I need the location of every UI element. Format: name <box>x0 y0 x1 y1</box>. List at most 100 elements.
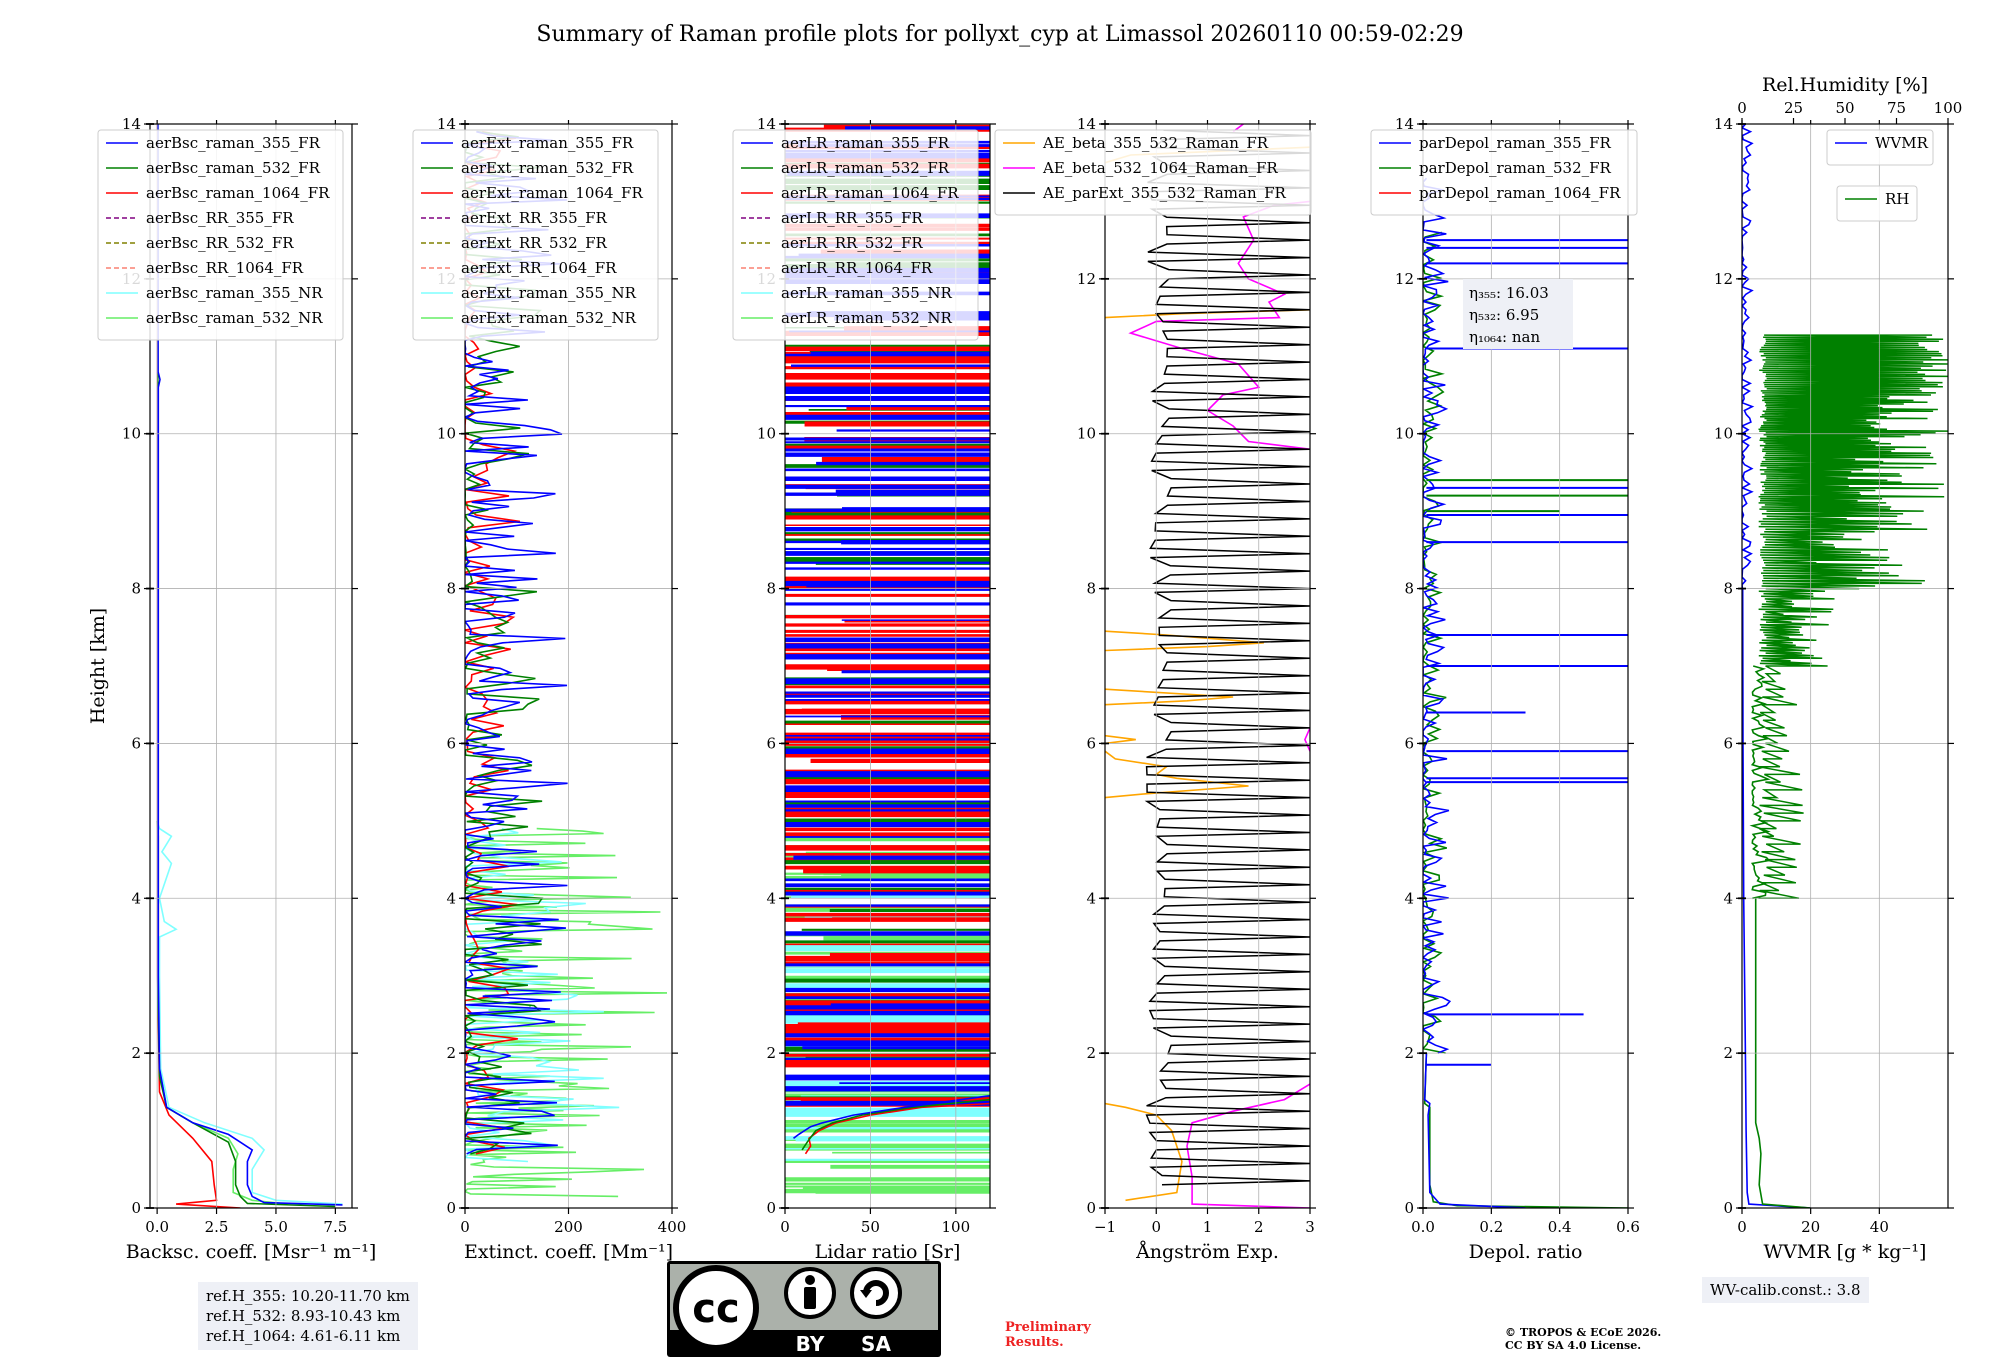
ytick-label: 8 <box>1086 580 1096 598</box>
ytick-label: 6 <box>1404 734 1414 752</box>
series-RH_low <box>1754 898 1811 1208</box>
legend-label: aerLR_raman_355_NR <box>781 284 952 302</box>
series-AE_beta_532_1064_Raman_FR <box>1186 1083 1310 1208</box>
x2tick-label: 0 <box>1737 99 1747 117</box>
xtick-label: 0 <box>780 1218 790 1236</box>
series-AE_beta_355_532_Raman_FR_mid2 <box>1105 734 1136 745</box>
ytick-label: 4 <box>1086 889 1096 907</box>
series-parDepol_raman_355_FR_base <box>1423 1053 1526 1208</box>
depol-annotation-box <box>1463 279 1573 349</box>
x2label: Rel.Humidity [%] <box>1762 74 1928 96</box>
ytick-label: 0 <box>766 1199 776 1217</box>
legend-label: aerLR_RR_355_FR <box>781 209 923 227</box>
legend-label: aerExt_RR_355_FR <box>461 209 608 227</box>
ytick-label: 2 <box>766 1044 776 1062</box>
sa-label: SA <box>861 1332 891 1356</box>
figure-title: Summary of Raman profile plots for polly… <box>536 22 1464 47</box>
xtick-label: 7.5 <box>323 1218 347 1236</box>
xlabel-ext: Extinct. coeff. [Mm⁻¹] <box>464 1241 673 1263</box>
copyright-note: © TROPOS & ECoE 2026. CC BY SA 4.0 Licen… <box>1505 1326 1661 1352</box>
ytick-label: 14 <box>1395 115 1414 133</box>
series-parDepol_raman_532_FR <box>1423 231 1448 1054</box>
legend-label: AE_beta_532_1064_Raman_FR <box>1042 159 1278 177</box>
ytick-label: 0 <box>1086 1199 1096 1217</box>
ytick-label: 4 <box>446 889 456 907</box>
xtick-label: 0.0 <box>1411 1218 1435 1236</box>
x2tick-label: 100 <box>1934 99 1963 117</box>
ytick-label: 14 <box>437 115 456 133</box>
legend-label: aerLR_raman_355_FR <box>781 134 950 152</box>
xtick-label: 0.4 <box>1548 1218 1572 1236</box>
xlabel-lr: Lidar ratio [Sr] <box>815 1241 961 1263</box>
xtick-label: 400 <box>658 1218 687 1236</box>
legend-label: parDepol_raman_532_FR <box>1419 159 1612 177</box>
panel-depol: 0 2 4 6 8 10 12 14 0.0 0.2 0.4 0.6 Depol. ratio parDe… <box>1370 115 1640 1263</box>
series-aerBsc_raman_532_NR <box>156 820 288 1205</box>
xtick-label: 0 <box>1737 1218 1747 1236</box>
legend-label: aerBsc_RR_532_FR <box>146 234 294 252</box>
xtick-label: 50 <box>861 1218 880 1236</box>
data-depol <box>1423 177 1628 1208</box>
legend-label: aerBsc_raman_355_NR <box>146 284 323 302</box>
ytick-label: 12 <box>1077 270 1096 288</box>
legend-ext <box>412 129 659 341</box>
legend-label: aerBsc_raman_1064_FR <box>146 184 330 202</box>
ref-355: ref.H_355: 10.20-11.70 km <box>206 1287 410 1305</box>
xtick-label: 3 <box>1305 1218 1315 1236</box>
legend-label: aerExt_RR_532_FR <box>461 234 608 252</box>
sa-arrow-head <box>860 1290 872 1298</box>
legend-lr <box>732 129 979 341</box>
ytick-label: 8 <box>131 580 141 598</box>
ytick-label: 8 <box>766 580 776 598</box>
reference-height-box: ref.H_355: 10.20-11.70 km ref.H_532: 8.9… <box>198 1282 418 1350</box>
xtick-label: 200 <box>554 1218 583 1236</box>
xtick-label: 20 <box>1801 1218 1820 1236</box>
xtick-label: 2.5 <box>205 1218 229 1236</box>
copyright-line-2: CC BY SA 4.0 License. <box>1505 1339 1642 1352</box>
xtick-label: 0 <box>460 1218 470 1236</box>
xtick-label: 0.6 <box>1616 1218 1640 1236</box>
ytick-label: 2 <box>1086 1044 1096 1062</box>
legend-label: WVMR <box>1875 134 1929 152</box>
ytick-label: 2 <box>446 1044 456 1062</box>
ytick-label: 14 <box>1714 115 1733 133</box>
ytick-label: 6 <box>766 734 776 752</box>
ytick-label: 0 <box>131 1199 141 1217</box>
ytick-label: 6 <box>131 734 141 752</box>
ytick-label: 6 <box>1086 734 1096 752</box>
legend-label: aerLR_raman_532_FR <box>781 159 950 177</box>
legend-label: AE_parExt_355_532_Raman_FR <box>1042 184 1287 202</box>
legend-label: AE_beta_355_532_Raman_FR <box>1042 134 1269 152</box>
ytick-label: 10 <box>1714 425 1733 443</box>
sa-share-icon <box>850 1267 902 1319</box>
ytick-label: 0 <box>446 1199 456 1217</box>
series-aerLR_raman_532_FR_low <box>801 1098 990 1151</box>
cc-text: cc <box>692 1286 739 1332</box>
series-RH <box>1758 334 1948 900</box>
panel-ext: 024681012140200400Extinct. coeff. [Mm⁻¹]… <box>412 115 687 1263</box>
ytick-label: 10 <box>437 425 456 443</box>
wv-calib-box: WV-calib.const.: 3.8 <box>1702 1277 1869 1303</box>
legend-wvmr <box>1826 129 1934 166</box>
by-person-head <box>805 1275 815 1285</box>
legend-label: aerExt_raman_532_FR <box>461 159 634 177</box>
xtick-label: −1 <box>1094 1218 1116 1236</box>
x2tick-label: 75 <box>1887 99 1906 117</box>
ytick-label: 6 <box>446 734 456 752</box>
legend-label: aerExt_raman_532_NR <box>461 309 637 327</box>
series-AE_beta_355_532_Raman_FR <box>1105 1102 1183 1202</box>
ytick-label: 2 <box>1404 1044 1414 1062</box>
series-WVMR_low <box>1742 588 1811 1208</box>
legend-label: aerLR_RR_532_FR <box>781 234 923 252</box>
legend-label: aerLR_RR_1064_FR <box>781 259 933 277</box>
legend-label: parDepol_raman_355_FR <box>1419 134 1612 152</box>
xlabel-bsc: Backsc. coeff. [Msr⁻¹ m⁻¹] <box>126 1241 377 1263</box>
preliminary-note: Preliminary Results. <box>1005 1320 1091 1350</box>
ytick-label: 10 <box>1395 425 1414 443</box>
legend-label: aerExt_raman_355_NR <box>461 284 637 302</box>
ytick-label: 2 <box>1723 1044 1733 1062</box>
ytick-label: 14 <box>122 115 141 133</box>
